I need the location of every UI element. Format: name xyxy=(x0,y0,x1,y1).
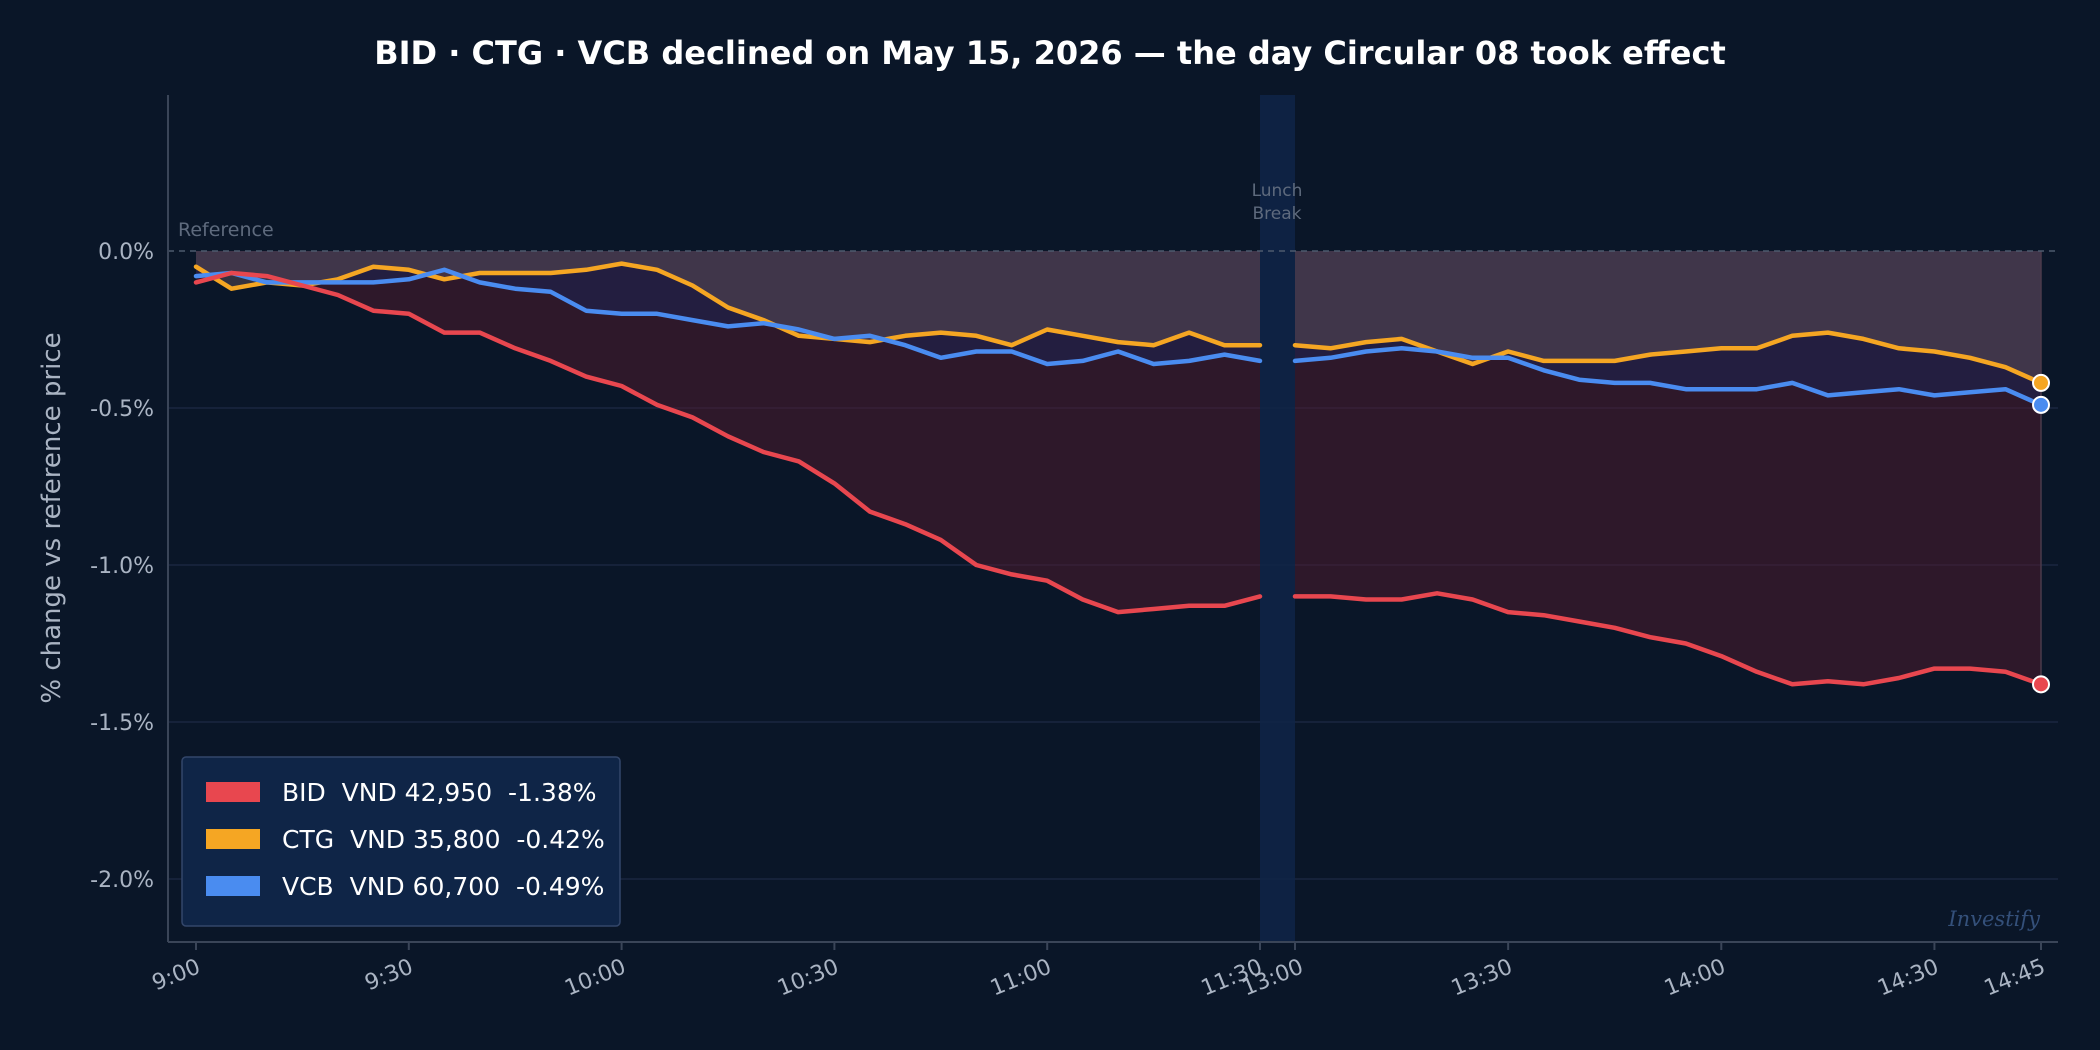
series-lines xyxy=(193,261,2044,687)
y-tick-label: -2.0% xyxy=(90,868,154,893)
legend-entry-ctg: CTG VND 35,800 -0.42% xyxy=(282,825,605,854)
y-tick-labels: 0.0% -0.5% -1.0% -1.5% -2.0% xyxy=(90,240,154,893)
watermark: Investify xyxy=(1947,907,2041,931)
legend-swatch-ctg xyxy=(206,829,260,849)
legend-swatch-vcb xyxy=(206,876,260,896)
endpoint-vcb xyxy=(2032,395,2050,414)
series-line-vcb-afternoon xyxy=(1292,346,2044,408)
legend-entry-bid: BID VND 42,950 -1.38% xyxy=(282,778,596,807)
y-tick-label: 0.0% xyxy=(98,240,154,265)
axes xyxy=(167,95,2058,943)
series-line-bid-morning xyxy=(193,270,1263,615)
series-endpoints xyxy=(2032,373,2050,694)
y-axis-label: % change vs reference price xyxy=(37,332,67,703)
endpoint-bid xyxy=(2032,675,2050,694)
lunch-break-label-line2: Break xyxy=(1253,204,1302,224)
chart-title: BID · CTG · VCB declined on May 15, 2026… xyxy=(374,34,1726,72)
legend-entry-vcb: VCB VND 60,700 -0.49% xyxy=(282,872,604,901)
series-line-ctg-morning xyxy=(193,261,1263,348)
lunch-break-label-line1: Lunch xyxy=(1252,181,1303,201)
y-tick-label: -0.5% xyxy=(90,397,154,422)
y-tick-label: -1.0% xyxy=(90,554,154,579)
y-tick-label: -1.5% xyxy=(90,711,154,736)
series-line-bid-afternoon xyxy=(1292,591,2044,687)
series-line-vcb-morning xyxy=(193,267,1263,367)
legend: BID VND 42,950 -1.38% CTG VND 35,800 -0.4… xyxy=(181,756,621,927)
reference-label: Reference xyxy=(178,219,274,241)
area-fill-ctg-afternoon xyxy=(1295,251,2041,383)
endpoint-ctg xyxy=(2032,373,2050,392)
legend-box xyxy=(181,756,621,927)
series-line-ctg-afternoon xyxy=(1292,330,2044,386)
legend-swatch-bid xyxy=(206,782,260,802)
lunch-break-band xyxy=(1260,95,1295,942)
